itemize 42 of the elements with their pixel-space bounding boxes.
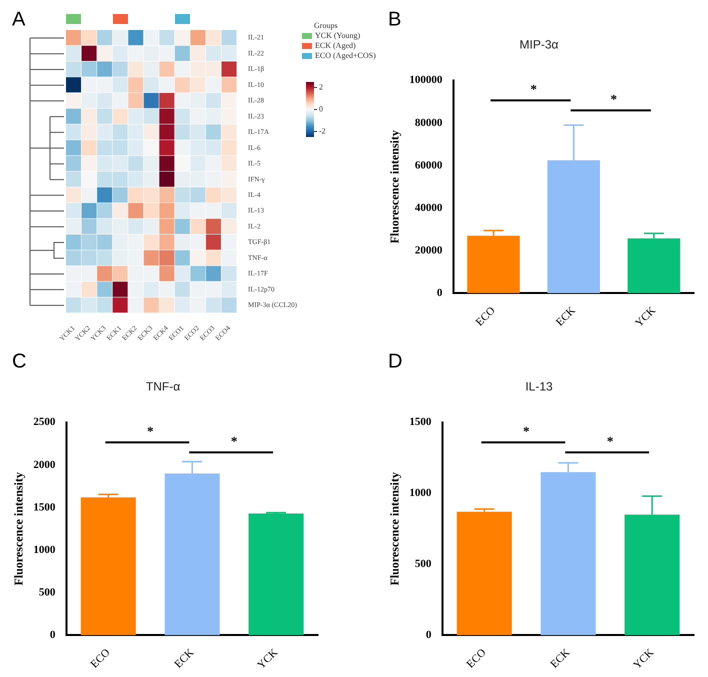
text: ECO (Aged+COS)	[315, 51, 376, 60]
y-tick-label: 0	[426, 629, 432, 642]
y-axis-title: Fluorescence intensity	[387, 472, 402, 586]
color-bar-label: 2	[319, 82, 323, 92]
chart-title: MIP-3α	[520, 38, 559, 52]
y-tick-label: 80000	[414, 116, 443, 129]
y-tick-label: 1000	[33, 544, 56, 556]
annotation: *	[523, 423, 530, 438]
y-tick-label: 40000	[414, 202, 443, 214]
chart-title: IL-13	[525, 380, 553, 394]
text: ECK (Aged)	[315, 41, 356, 50]
y-tick-label: 60000	[414, 159, 443, 172]
y-tick-label: 500	[414, 558, 432, 570]
y-tick-label: 500	[38, 586, 56, 599]
bar	[456, 512, 512, 636]
y-tick-label: 100000	[409, 74, 443, 86]
y-axis-title: Fluorescence intensity	[387, 130, 402, 244]
y-axis-title: Fluorescence intensity	[11, 472, 26, 586]
color-bar-label: 0	[319, 104, 323, 114]
annotation: *	[610, 91, 618, 106]
y-tick-label: 1500	[409, 416, 432, 428]
text: YCK (Young)	[315, 31, 361, 40]
y-tick-label: 0	[50, 629, 56, 642]
color-bar-label: -2	[319, 126, 326, 136]
y-tick-label: 0	[436, 287, 443, 300]
y-tick-label: 1500	[33, 501, 56, 514]
y-tick-label: 1000	[409, 487, 432, 500]
annotation: *	[530, 81, 537, 96]
text: A	[12, 8, 26, 31]
chart-title: TNF-α	[146, 380, 180, 394]
text: C	[12, 350, 26, 373]
annotation: *	[606, 433, 614, 448]
text: D	[388, 350, 402, 373]
bar	[80, 497, 136, 636]
annotation: *	[147, 423, 154, 438]
y-tick-label: 2000	[33, 458, 56, 471]
annotation: *	[230, 433, 238, 448]
y-tick-label: 20000	[414, 244, 443, 257]
legend-title: Groups	[314, 21, 338, 30]
text: B	[388, 8, 402, 31]
y-tick-label: 2500	[33, 416, 56, 428]
bar	[248, 513, 304, 636]
